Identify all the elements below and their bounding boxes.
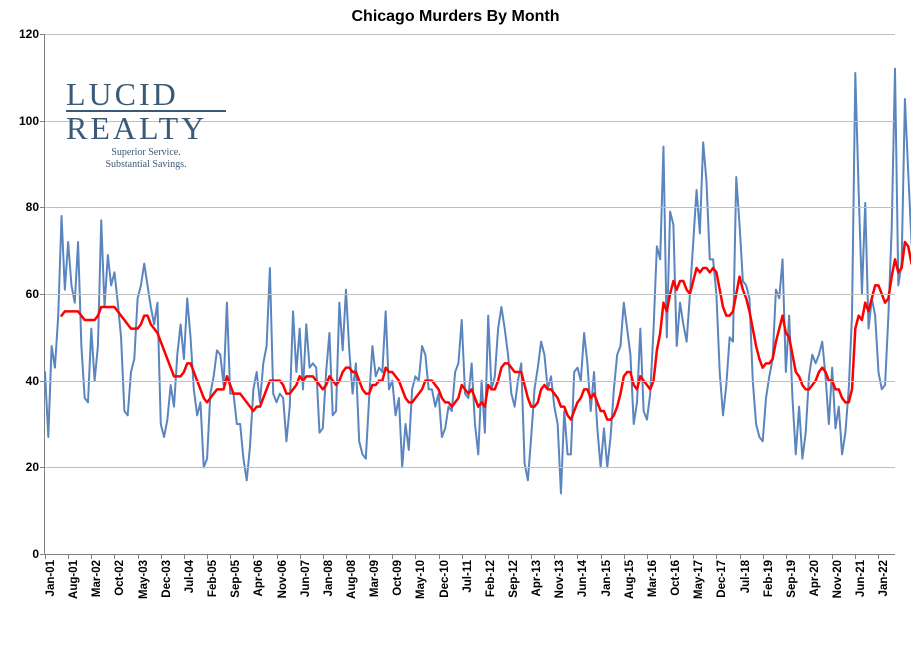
xtick-mark: [855, 554, 856, 559]
xtick-label: Sep-19: [786, 560, 798, 598]
xtick-label: Mar-16: [647, 560, 659, 597]
xtick-label: Sep-12: [508, 560, 520, 598]
ytick-label: 60: [26, 287, 45, 301]
xtick-mark: [439, 554, 440, 559]
xtick-label: Oct-16: [670, 560, 682, 596]
xtick-mark: [277, 554, 278, 559]
xtick-mark: [45, 554, 46, 559]
xtick-mark: [577, 554, 578, 559]
gridline: [45, 381, 895, 382]
ytick-label: 0: [32, 547, 45, 561]
xtick-mark: [531, 554, 532, 559]
logo-tag1: Superior Service.: [66, 147, 226, 159]
xtick-mark: [716, 554, 717, 559]
logo-line2: REALTY: [66, 112, 226, 144]
xtick-label: May-10: [415, 560, 427, 599]
logo: LUCID REALTY Superior Service. Substanti…: [66, 78, 226, 171]
xtick-label: Dec-03: [161, 560, 173, 598]
xtick-label: Feb-05: [207, 560, 219, 597]
xtick-mark: [624, 554, 625, 559]
xtick-label: Dec-17: [716, 560, 728, 598]
xtick-label: Apr-06: [253, 560, 265, 596]
ytick-label: 100: [19, 114, 45, 128]
xtick-label: Dec-10: [439, 560, 451, 598]
xtick-mark: [763, 554, 764, 559]
xtick-mark: [68, 554, 69, 559]
xtick-label: Jan-15: [601, 560, 613, 596]
xtick-mark: [300, 554, 301, 559]
gridline: [45, 294, 895, 295]
xtick-label: May-17: [693, 560, 705, 599]
xtick-mark: [554, 554, 555, 559]
xtick-label: Mar-09: [369, 560, 381, 597]
gridline: [45, 207, 895, 208]
ytick-label: 80: [26, 200, 45, 214]
xtick-mark: [253, 554, 254, 559]
xtick-label: Aug-15: [624, 560, 636, 599]
xtick-label: Nov-20: [832, 560, 844, 598]
xtick-mark: [230, 554, 231, 559]
xtick-mark: [323, 554, 324, 559]
xtick-mark: [207, 554, 208, 559]
xtick-mark: [832, 554, 833, 559]
gridline: [45, 34, 895, 35]
xtick-label: Jun-21: [855, 560, 867, 597]
logo-line1: LUCID: [66, 78, 226, 110]
ytick-label: 20: [26, 460, 45, 474]
xtick-mark: [161, 554, 162, 559]
xtick-label: Jul-18: [740, 560, 752, 593]
xtick-label: Apr-13: [531, 560, 543, 596]
xtick-label: Feb-12: [485, 560, 497, 597]
ytick-label: 120: [19, 27, 45, 41]
xtick-label: Jan-08: [323, 560, 335, 596]
xtick-mark: [647, 554, 648, 559]
xtick-mark: [601, 554, 602, 559]
xtick-mark: [809, 554, 810, 559]
xtick-mark: [693, 554, 694, 559]
xtick-label: Jul-04: [184, 560, 196, 593]
xtick-mark: [392, 554, 393, 559]
chart-title: Chicago Murders By Month: [0, 8, 911, 26]
xtick-label: Jan-01: [45, 560, 57, 596]
xtick-mark: [462, 554, 463, 559]
xtick-label: Aug-01: [68, 560, 80, 599]
xtick-mark: [369, 554, 370, 559]
xtick-label: Mar-02: [91, 560, 103, 597]
xtick-mark: [91, 554, 92, 559]
logo-tagline: Superior Service. Substantial Savings.: [66, 147, 226, 171]
xtick-mark: [485, 554, 486, 559]
xtick-label: Jun-14: [577, 560, 589, 597]
xtick-mark: [114, 554, 115, 559]
xtick-label: Sep-05: [230, 560, 242, 598]
xtick-label: Jun-07: [300, 560, 312, 597]
xtick-mark: [184, 554, 185, 559]
xtick-mark: [508, 554, 509, 559]
xtick-mark: [415, 554, 416, 559]
logo-tag2: Substantial Savings.: [66, 159, 226, 171]
gridline: [45, 467, 895, 468]
xtick-mark: [786, 554, 787, 559]
ytick-label: 40: [26, 374, 45, 388]
xtick-label: Apr-20: [809, 560, 821, 596]
xtick-mark: [740, 554, 741, 559]
chart-root: Chicago Murders By Month 0 20 40 60 80 100 120…: [0, 0, 911, 656]
xtick-label: Oct-09: [392, 560, 404, 596]
xtick-label: May-03: [138, 560, 150, 599]
xtick-mark: [346, 554, 347, 559]
xtick-label: Nov-13: [554, 560, 566, 598]
xtick-label: Jul-11: [462, 560, 474, 593]
xtick-mark: [670, 554, 671, 559]
xtick-mark: [138, 554, 139, 559]
xtick-label: Oct-02: [114, 560, 126, 596]
xtick-label: Jan-22: [878, 560, 890, 596]
xtick-label: Aug-08: [346, 560, 358, 599]
xtick-label: Nov-06: [277, 560, 289, 598]
xtick-label: Feb-19: [763, 560, 775, 597]
xtick-mark: [878, 554, 879, 559]
